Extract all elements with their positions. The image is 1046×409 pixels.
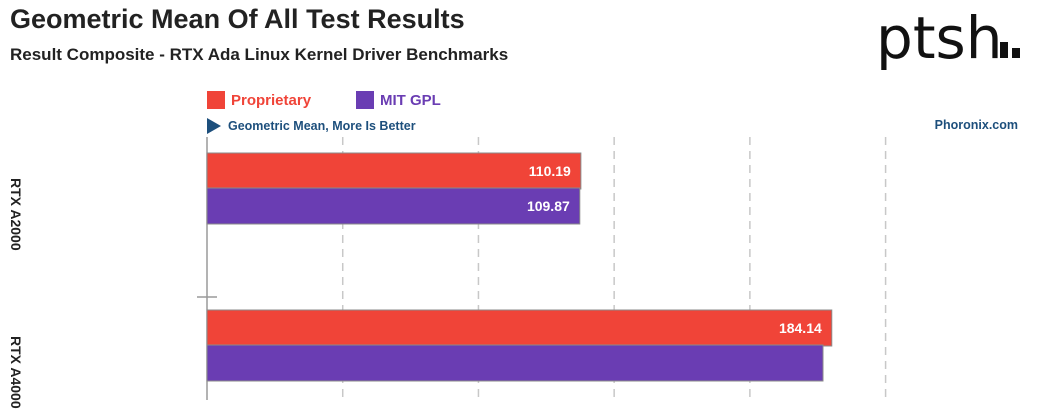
pts-logo-text: ptsh bbox=[876, 8, 1003, 72]
bar-chart-plot: 110.19 109.87 184.14 bbox=[197, 137, 887, 400]
legend-proprietary: Proprietary bbox=[207, 91, 311, 109]
pts-logo: ptsh bbox=[876, 8, 1020, 72]
bar-value-label: 184.14 bbox=[779, 320, 822, 336]
bar-mit-gpl bbox=[206, 187, 581, 225]
legend-mit-gpl: MIT GPL bbox=[356, 91, 441, 109]
bar-proprietary bbox=[206, 152, 582, 190]
legend-label-mit-gpl: MIT GPL bbox=[380, 91, 441, 109]
legend-label-proprietary: Proprietary bbox=[231, 91, 312, 109]
bar-value-label: 110.19 bbox=[529, 163, 571, 179]
bar-proprietary bbox=[206, 309, 833, 347]
direction-note: Geometric Mean, More Is Better bbox=[207, 118, 416, 134]
source-label: Phoronix.com bbox=[934, 118, 1018, 132]
chart-title: Geometric Mean Of All Test Results bbox=[10, 4, 465, 34]
legend-swatch-proprietary bbox=[207, 91, 225, 109]
chart-subtitle: Result Composite - RTX Ada Linux Kernel … bbox=[10, 45, 509, 64]
bar-mit-gpl-partial bbox=[206, 344, 824, 382]
play-triangle-icon bbox=[207, 118, 221, 134]
legend-swatch-mit-gpl bbox=[356, 91, 374, 109]
bar-value-label: 109.87 bbox=[527, 198, 570, 214]
direction-note-text: Geometric Mean, More Is Better bbox=[228, 119, 416, 133]
